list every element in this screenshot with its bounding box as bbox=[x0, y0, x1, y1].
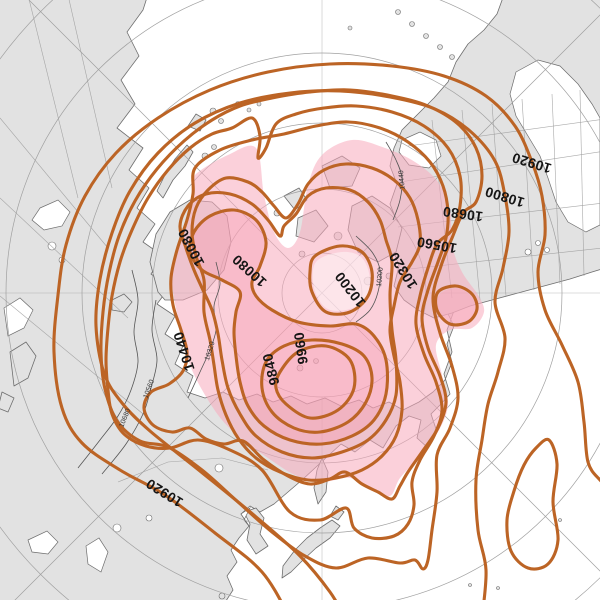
island bbox=[395, 9, 401, 15]
admin-border bbox=[68, 0, 113, 189]
landmass bbox=[156, 144, 194, 199]
island bbox=[423, 33, 429, 39]
contour-label-large: 9960 bbox=[291, 331, 311, 365]
island bbox=[558, 518, 562, 522]
shade-region-core bbox=[312, 251, 371, 311]
water-body bbox=[85, 537, 109, 573]
contour-line-10920 bbox=[505, 437, 560, 571]
secondary-contour bbox=[77, 269, 139, 469]
admin-border bbox=[461, 109, 481, 301]
contour-line-10920 bbox=[52, 62, 600, 600]
contour-label-small: 10200 bbox=[376, 267, 385, 287]
admin-border bbox=[28, 0, 79, 199]
landmass bbox=[243, 507, 269, 555]
island bbox=[218, 592, 226, 600]
contour-line-10440 bbox=[142, 120, 450, 501]
secondary-contour bbox=[101, 299, 158, 475]
contour-label-large: 9840 bbox=[259, 352, 282, 387]
water-body bbox=[509, 59, 600, 233]
island bbox=[211, 144, 217, 150]
island bbox=[449, 54, 455, 60]
contour-line-10320 bbox=[434, 284, 479, 327]
contour-line-9840 bbox=[274, 344, 357, 420]
contour-line-10800 bbox=[94, 89, 511, 600]
secondary-contour bbox=[385, 141, 403, 221]
water-body bbox=[27, 530, 59, 555]
shade-region-deep bbox=[189, 209, 388, 445]
water-body bbox=[31, 199, 71, 231]
admin-border bbox=[0, 295, 149, 419]
island bbox=[496, 586, 500, 590]
island bbox=[246, 107, 252, 113]
contour-line-10200 bbox=[178, 186, 399, 460]
admin-border bbox=[521, 98, 535, 291]
lake bbox=[524, 248, 532, 256]
lake bbox=[145, 514, 153, 522]
contour-line-10320 bbox=[190, 162, 422, 482]
secondary-contour bbox=[355, 235, 381, 323]
lake bbox=[214, 463, 224, 473]
contour-label-small: 10440 bbox=[398, 170, 407, 190]
island bbox=[347, 25, 353, 31]
lake bbox=[112, 523, 122, 533]
island bbox=[218, 118, 224, 124]
island bbox=[468, 583, 472, 587]
contour-label-large: 10680 bbox=[442, 204, 484, 225]
contour-line-10080 bbox=[188, 208, 390, 446]
water-body bbox=[3, 297, 34, 337]
island bbox=[409, 21, 415, 27]
contour-line-10560 bbox=[104, 104, 463, 541]
contour-label-large: 10560 bbox=[415, 234, 458, 257]
landmass bbox=[0, 391, 15, 413]
contour-line-10200 bbox=[308, 244, 374, 316]
admin-border bbox=[399, 151, 600, 183]
admin-border bbox=[579, 89, 585, 277]
contour-line-10680 bbox=[99, 88, 484, 571]
lake bbox=[544, 247, 550, 253]
contour-line-9960 bbox=[260, 338, 374, 434]
island bbox=[437, 44, 443, 50]
shade-region-cutoff bbox=[437, 287, 477, 324]
lake bbox=[535, 240, 541, 246]
landmass bbox=[281, 519, 341, 579]
admin-border bbox=[0, 117, 109, 249]
contour-layer bbox=[52, 62, 600, 600]
lake bbox=[47, 241, 57, 251]
